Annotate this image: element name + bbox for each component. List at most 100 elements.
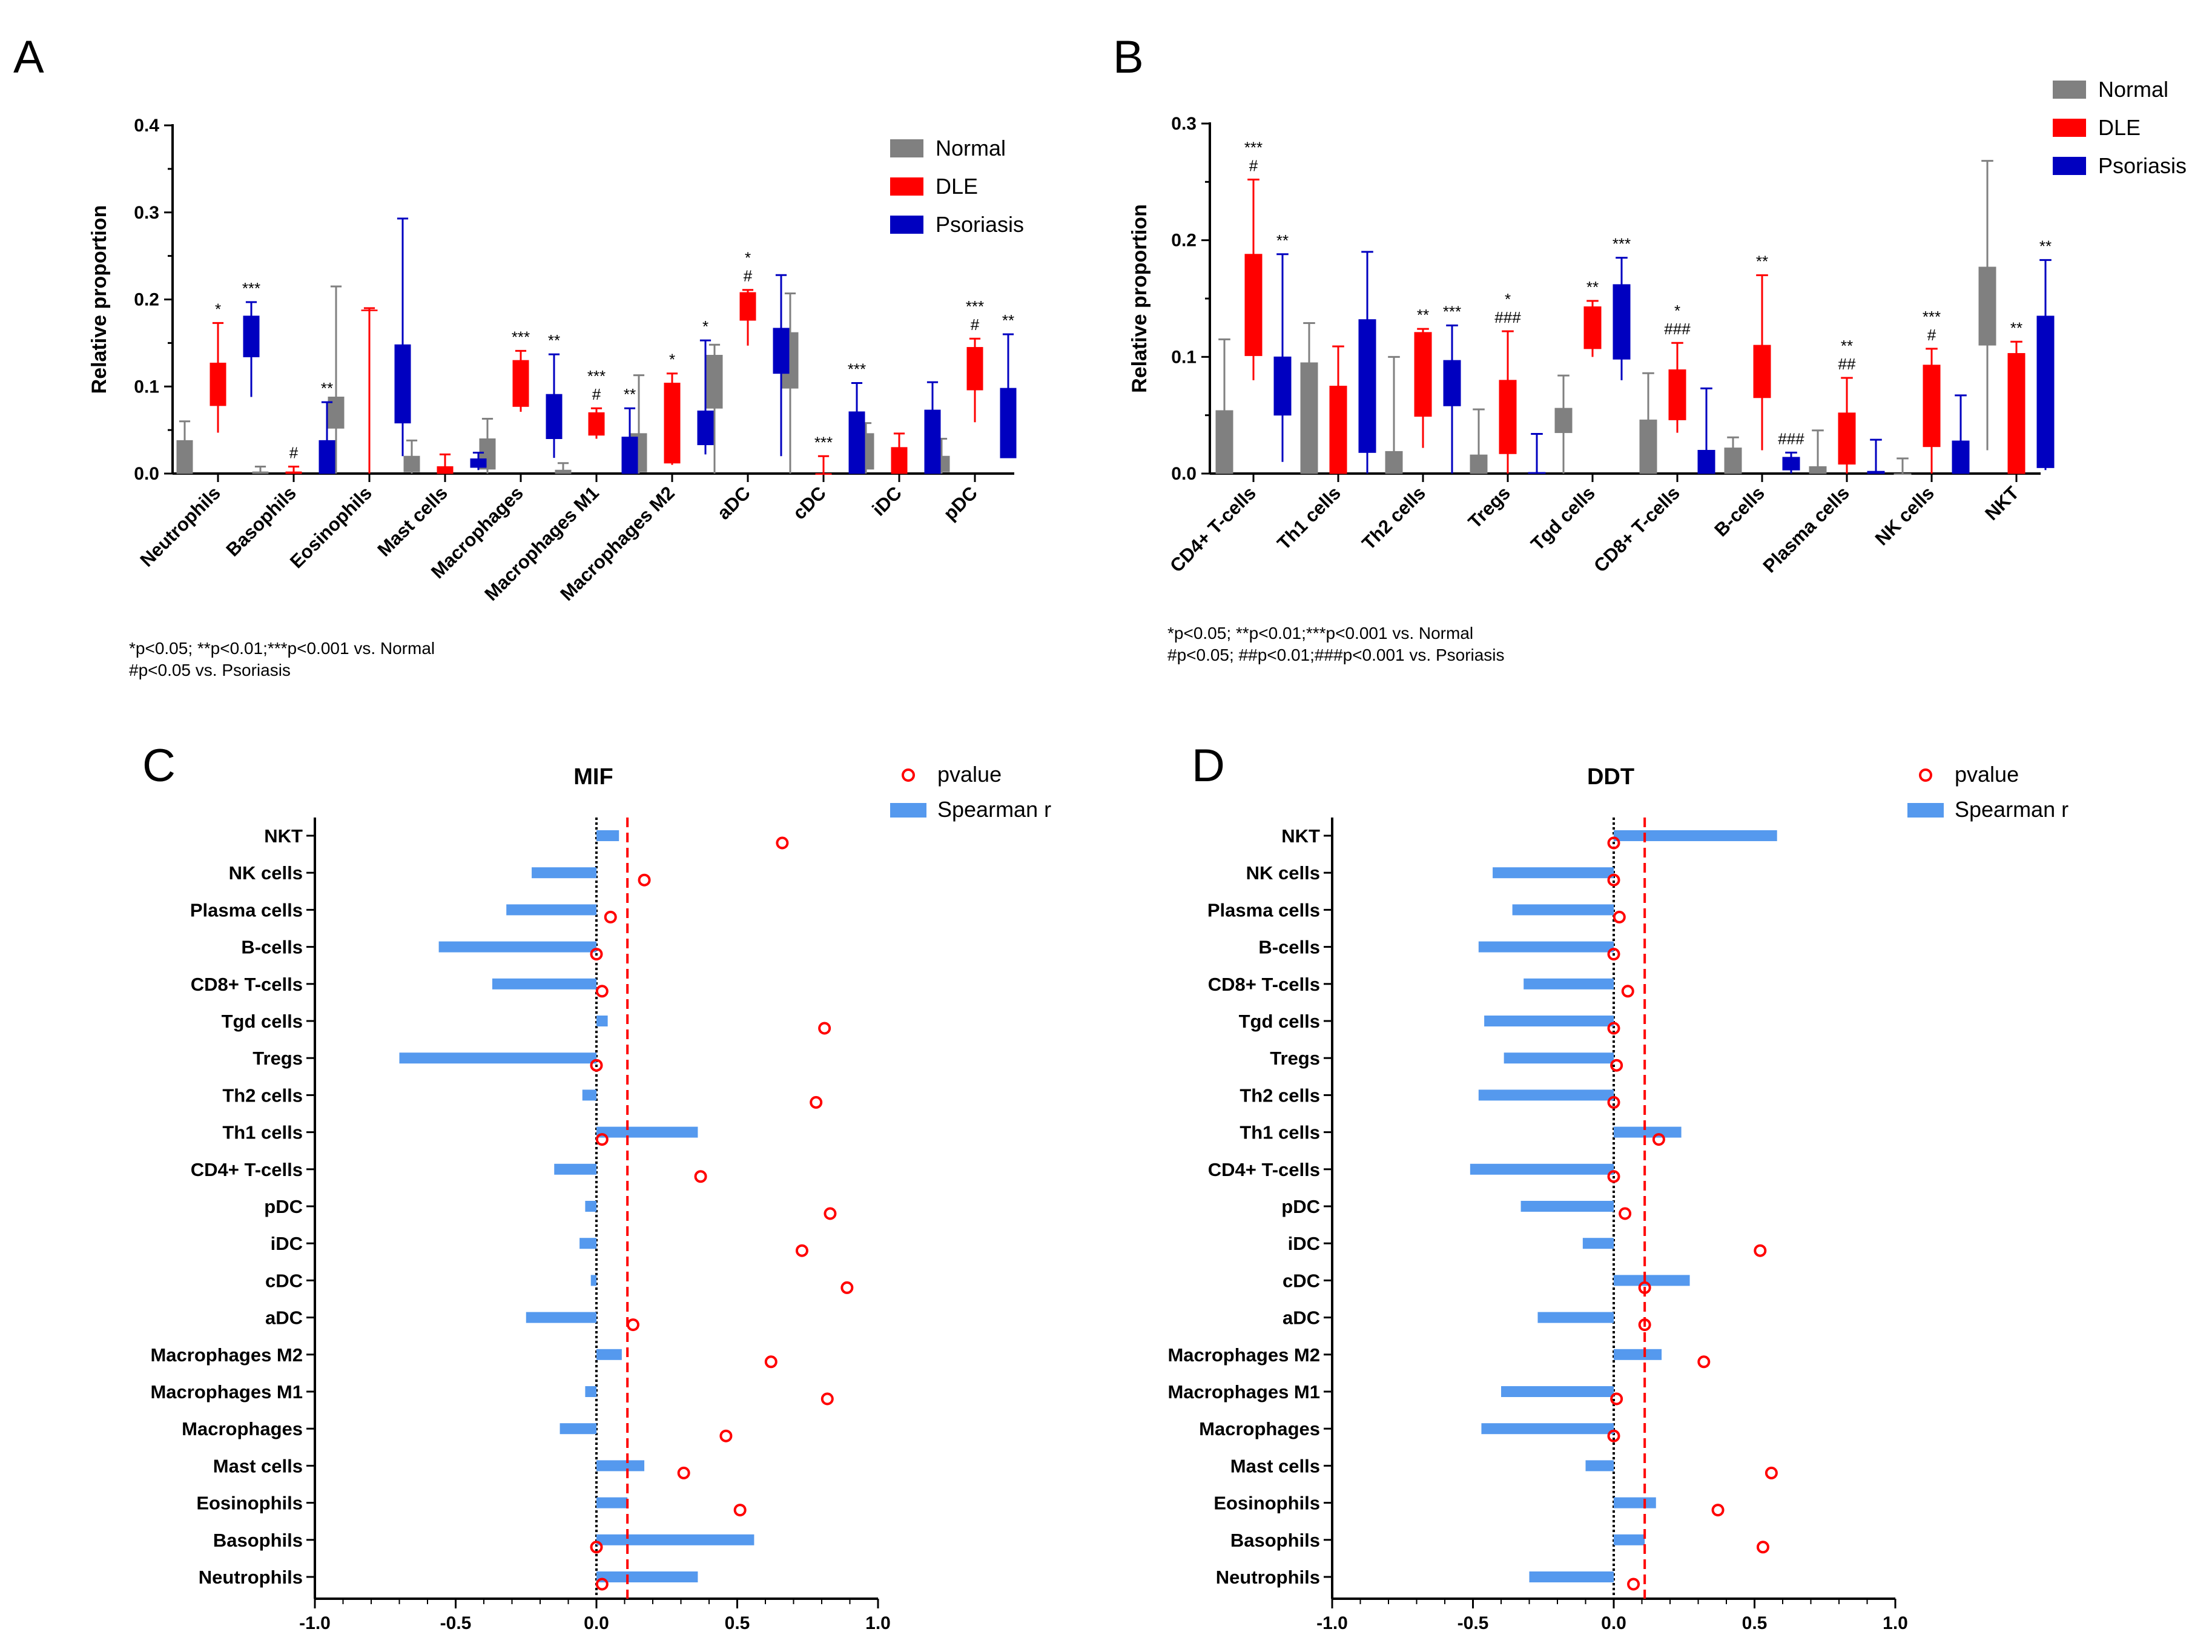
box-psoriasis	[1443, 324, 1461, 474]
legend-swatch-dle	[890, 177, 923, 196]
box-dle	[1499, 330, 1517, 474]
box	[1753, 345, 1771, 398]
box-dle	[1329, 345, 1347, 474]
spearman-bar	[585, 1386, 596, 1397]
box	[1724, 448, 1742, 474]
y-tick-label: Mast cells	[1230, 1455, 1320, 1476]
significance-label: **	[2039, 237, 2052, 255]
y-tick-label: 0.1	[134, 377, 159, 397]
pvalue-point	[1607, 1429, 1620, 1442]
legend-swatch-spearman	[1907, 803, 1944, 818]
spearman-bar	[560, 1423, 596, 1435]
y-tick-label: Neutrophils	[1216, 1567, 1320, 1588]
spearman-bar	[1537, 1312, 1614, 1323]
x-tick-label: 0.5	[725, 1613, 750, 1633]
box	[1244, 254, 1263, 356]
x-tick-label: Tregs	[1464, 482, 1514, 532]
box-normal	[555, 462, 572, 474]
box	[588, 412, 605, 436]
box	[1613, 284, 1631, 360]
x-tick-label: -1.0	[1316, 1613, 1348, 1633]
box-dle	[664, 372, 681, 465]
footnote: #p<0.05 vs. Psoriasis	[129, 661, 291, 679]
box-psoriasis	[1782, 451, 1800, 474]
chart-title: DDT	[1587, 764, 1634, 790]
y-tick-label: cDC	[1283, 1270, 1320, 1291]
spearman-bar	[1520, 1201, 1614, 1212]
y-tick-label: Plasma cells	[190, 899, 303, 920]
y-tick-label: iDC	[1288, 1233, 1320, 1254]
pvalue-point	[590, 1059, 603, 1072]
spearman-bar	[1470, 1163, 1614, 1175]
significance-label: **	[1276, 231, 1289, 249]
panel-letter-d: D	[1192, 740, 1225, 791]
spearman-bar	[1481, 1423, 1614, 1435]
box-psoriasis	[1952, 394, 1970, 474]
box	[210, 362, 226, 406]
box	[1838, 412, 1856, 465]
box	[664, 383, 681, 464]
legend-label-psoriasis: Psoriasis	[2098, 153, 2187, 178]
box-psoriasis	[697, 339, 714, 455]
chart-a: 0.0 0.1 0.2 0.3 0.4 Relative proportion Neutro…	[88, 116, 1024, 679]
y-tick-label: Tgd cells	[1239, 1011, 1320, 1032]
significance-label: **	[624, 385, 636, 403]
significance-label: ***	[848, 360, 866, 378]
spearman-bar	[532, 867, 596, 879]
y-tick-label: 0.3	[1171, 114, 1197, 134]
box	[1000, 388, 1017, 458]
spearman-bar	[1614, 1497, 1656, 1508]
spearman-bar	[596, 830, 619, 841]
y-tick-label: Tgd cells	[222, 1011, 303, 1032]
x-tick-label: -0.5	[1458, 1613, 1489, 1633]
box-dle	[1583, 300, 1602, 357]
x-tick-label: Th2 cells	[1358, 482, 1430, 554]
significance-label: ###	[1778, 429, 1804, 448]
box-normal	[706, 343, 723, 474]
box-normal	[1554, 374, 1573, 474]
box-normal	[1639, 372, 1657, 474]
box	[243, 316, 260, 357]
y-tick-label: Macrophages	[1199, 1418, 1320, 1439]
pvalue-point	[764, 1355, 778, 1369]
pvalue-point	[595, 1578, 609, 1591]
x-tick-label: cDC	[788, 482, 830, 524]
box-dle	[891, 432, 908, 474]
significance-label: ###	[1494, 308, 1521, 326]
pvalue-point	[1619, 1207, 1632, 1220]
y-tick-label: CD4+ T-cells	[1208, 1159, 1320, 1180]
box	[1697, 449, 1715, 474]
y-tick-label: Macrophages M2	[1167, 1344, 1320, 1366]
box	[1329, 386, 1347, 474]
y-tick-label: Eosinophils	[196, 1493, 303, 1514]
spearman-bar	[585, 1201, 596, 1212]
chart-title: MIF	[573, 764, 613, 790]
pvalue-point	[1607, 873, 1620, 887]
pvalue-point	[1607, 1170, 1620, 1183]
box-normal	[1893, 457, 1912, 475]
box-normal	[1300, 322, 1318, 474]
y-tick-label: 0.1	[1171, 347, 1197, 367]
y-tick-label: Mast cells	[213, 1455, 303, 1476]
x-tick-label: iDC	[868, 482, 906, 520]
spearman-bar	[1524, 978, 1614, 990]
pvalue-point	[776, 836, 789, 850]
box	[319, 440, 335, 474]
pvalue-point	[1610, 1392, 1623, 1406]
spearman-bar	[1504, 1052, 1614, 1064]
box-normal	[1215, 338, 1233, 474]
spearman-bar	[579, 1238, 596, 1249]
box-psoriasis	[394, 217, 411, 457]
x-tick-label: 0.0	[584, 1613, 609, 1633]
x-tick-label: -0.5	[440, 1613, 472, 1633]
box	[1782, 457, 1800, 471]
spearman-bar	[506, 904, 596, 916]
y-tick-label: Macrophages M1	[1167, 1381, 1320, 1403]
chart-d: DDT -1.0 -0.5 0.0 0.5 1.0 NKT NK cells Plasma ce…	[1167, 762, 2068, 1633]
box-dle	[1668, 342, 1686, 433]
spearman-bar	[596, 1497, 628, 1508]
x-tick-label: Mast cells	[373, 482, 452, 561]
box-dle	[739, 289, 756, 346]
significance-label: #	[744, 267, 753, 285]
pvalue-point	[590, 948, 603, 961]
